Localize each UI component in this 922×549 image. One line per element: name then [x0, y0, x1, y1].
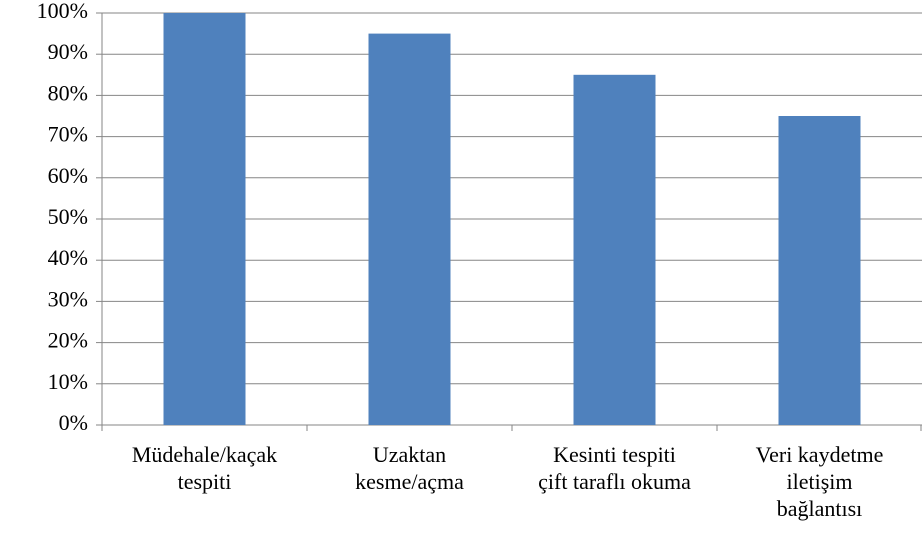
- x-tick-label: Uzaktan kesme/açma: [355, 442, 464, 494]
- y-tick-label: 90%: [48, 39, 88, 64]
- x-tick-label: Kesinti tespiti çift taraflı okuma: [538, 442, 691, 494]
- bar: [573, 74, 656, 426]
- y-tick-label: 70%: [48, 122, 88, 147]
- y-tick-label: 40%: [48, 245, 88, 270]
- y-tick-label: 100%: [37, 0, 88, 23]
- x-tick-label: Müdehale/kaçak tespiti: [131, 442, 278, 494]
- y-tick-label: 20%: [48, 328, 88, 353]
- y-tick-label: 60%: [48, 163, 88, 188]
- y-tick-label: 50%: [48, 204, 88, 229]
- bar: [163, 13, 246, 425]
- x-tick-label: Veri kaydetme iletişim bağlantısı: [755, 442, 884, 521]
- y-tick-label: 30%: [48, 286, 88, 311]
- y-tick-label: 0%: [59, 410, 88, 435]
- bar: [368, 33, 451, 425]
- y-tick-label: 10%: [48, 369, 88, 394]
- bar: [778, 116, 861, 425]
- y-tick-label: 80%: [48, 80, 88, 105]
